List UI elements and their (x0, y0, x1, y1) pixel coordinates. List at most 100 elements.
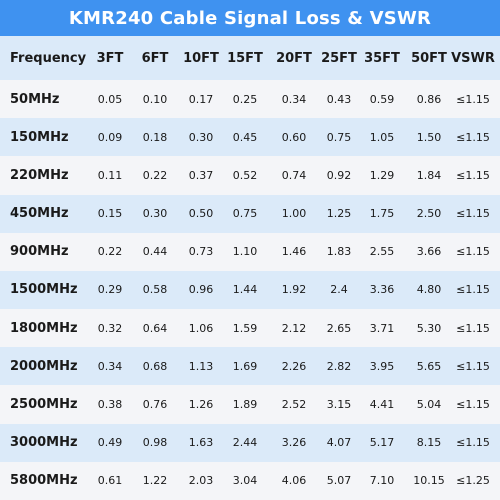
table-cell: 0.58 (142, 283, 168, 297)
column-header: 35FT (364, 50, 400, 66)
table-row: 450MHz 0.15 0.30 0.50 0.75 1.00 1.25 1.75 2.50 ≤1… (0, 194, 500, 233)
table-cell: ≤1.15 (456, 168, 490, 182)
table-cell: ≤1.15 (456, 436, 490, 450)
table-cell: 0.09 (97, 130, 123, 144)
column-header: 6FT (141, 50, 169, 66)
table-header-row: Frequency 3FT 6FT 10FT 15FT 20FT 25FT 35FT 50FT V… (0, 36, 500, 80)
table-row: 1800MHz 0.32 0.64 1.06 1.59 2.12 2.65 3.71 5.30 ≤… (0, 309, 500, 348)
table-cell: 5.17 (369, 436, 395, 450)
table-cell: 1.69 (232, 359, 258, 373)
table-cell: 0.30 (188, 130, 214, 144)
column-header: 25FT (321, 50, 357, 66)
column-header: 50FT (411, 50, 447, 66)
table-cell: 1.59 (232, 321, 258, 335)
table-cell: 0.61 (97, 474, 123, 488)
table-cell: 3.66 (416, 245, 442, 259)
table-cell: 5.30 (416, 321, 442, 335)
table-cell: 2.44 (232, 436, 258, 450)
table-cell: ≤1.15 (456, 92, 490, 106)
frequency-cell: 220MHz (10, 167, 69, 183)
table-cell: 1.75 (369, 207, 395, 221)
table-cell: 0.50 (188, 207, 214, 221)
table-cell: 0.52 (232, 168, 258, 182)
table-cell: 0.11 (97, 168, 123, 182)
table-cell: 0.22 (97, 245, 123, 259)
table-cell: 8.15 (416, 436, 442, 450)
table-cell: 0.05 (97, 92, 123, 106)
table-cell: 0.10 (142, 92, 168, 106)
table-cell: ≤1.15 (456, 359, 490, 373)
table-cell: 0.92 (326, 168, 352, 182)
table-row: 900MHz 0.22 0.44 0.73 1.10 1.46 1.83 2.55 3.66 ≤1… (0, 232, 500, 271)
table-cell: 2.26 (281, 359, 307, 373)
table-cell: 0.45 (232, 130, 258, 144)
table-cell: 3.71 (369, 321, 395, 335)
table-cell: 0.73 (188, 245, 214, 259)
table-row: 5800MHz 0.61 1.22 2.03 3.04 4.06 5.07 7.10 10.15… (0, 461, 500, 500)
table-cell: 10.15 (413, 474, 445, 488)
table-cell: 0.43 (326, 92, 352, 106)
table-cell: 1.63 (188, 436, 214, 450)
table-cell: 2.52 (281, 398, 307, 412)
frequency-cell: 50MHz (10, 91, 60, 107)
table-cell: 0.44 (142, 245, 168, 259)
table-cell: 2.50 (416, 207, 442, 221)
table-cell: 4.41 (369, 398, 395, 412)
column-header: 20FT (276, 50, 312, 66)
table-cell: 0.34 (281, 92, 307, 106)
table-cell: 3.95 (369, 359, 395, 373)
table-cell: 4.07 (326, 436, 352, 450)
table-cell: 1.22 (142, 474, 168, 488)
frequency-cell: 1800MHz (10, 320, 78, 336)
table-cell: 0.96 (188, 283, 214, 297)
table-cell: ≤1.15 (456, 283, 490, 297)
column-header: Frequency (10, 50, 87, 66)
table-cell: 0.30 (142, 207, 168, 221)
table-row: 2000MHz 0.34 0.68 1.13 1.69 2.26 2.82 3.95 5.65 ≤… (0, 347, 500, 386)
table-cell: 4.80 (416, 283, 442, 297)
table-cell: 3.04 (232, 474, 258, 488)
page-title: KMR240 Cable Signal Loss & VSWR (68, 7, 432, 29)
table-cell: 1.13 (188, 359, 214, 373)
column-header: 15FT (227, 50, 263, 66)
table-cell: 2.55 (369, 245, 395, 259)
table-row: 1500MHz 0.29 0.58 0.96 1.44 1.92 2.4 3.36 4.80 ≤1… (0, 270, 500, 310)
frequency-cell: 900MHz (10, 244, 69, 260)
table-cell: 1.83 (326, 245, 352, 259)
table-cell: 0.68 (142, 359, 168, 373)
table-cell: 5.04 (416, 398, 442, 412)
title-bar: KMR240 Cable Signal Loss & VSWR (0, 0, 500, 36)
table-cell: 5.07 (326, 474, 352, 488)
frequency-cell: 1500MHz (10, 282, 78, 298)
table-cell: 0.17 (188, 92, 214, 106)
table-cell: ≤1.25 (456, 474, 490, 488)
table-cell: 0.75 (326, 130, 352, 144)
table-cell: 0.75 (232, 207, 258, 221)
frequency-cell: 2000MHz (10, 358, 78, 374)
table-cell: 0.32 (97, 321, 123, 335)
table-cell: 0.15 (97, 207, 123, 221)
table-cell: ≤1.15 (456, 398, 490, 412)
table-cell: 0.25 (232, 92, 258, 106)
table-cell: 1.46 (281, 245, 307, 259)
table-cell: 1.29 (369, 168, 395, 182)
table-cell: 0.98 (142, 436, 168, 450)
table-cell: 2.65 (326, 321, 352, 335)
table-cell: 0.60 (281, 130, 307, 144)
table-cell: 0.38 (97, 398, 123, 412)
table-row: 3000MHz 0.49 0.98 1.63 2.44 3.26 4.07 5.17 8.15 ≤… (0, 423, 500, 462)
frequency-cell: 3000MHz (10, 435, 78, 451)
frequency-cell: 450MHz (10, 206, 69, 222)
table-cell: 0.59 (369, 92, 395, 106)
table-cell: 1.10 (232, 245, 258, 259)
frequency-cell: 2500MHz (10, 397, 78, 413)
table-cell: 4.06 (281, 474, 307, 488)
table-cell: 0.74 (281, 168, 307, 182)
table-cell: 0.22 (142, 168, 168, 182)
table-row: 2500MHz 0.38 0.76 1.26 1.89 2.52 3.15 4.41 5.04 ≤… (0, 385, 500, 424)
table-cell: 2.03 (188, 474, 214, 488)
table-cell: ≤1.15 (456, 321, 490, 335)
table-cell: 1.44 (232, 283, 258, 297)
table-cell: ≤1.15 (456, 130, 490, 144)
table-cell: 3.15 (326, 398, 352, 412)
